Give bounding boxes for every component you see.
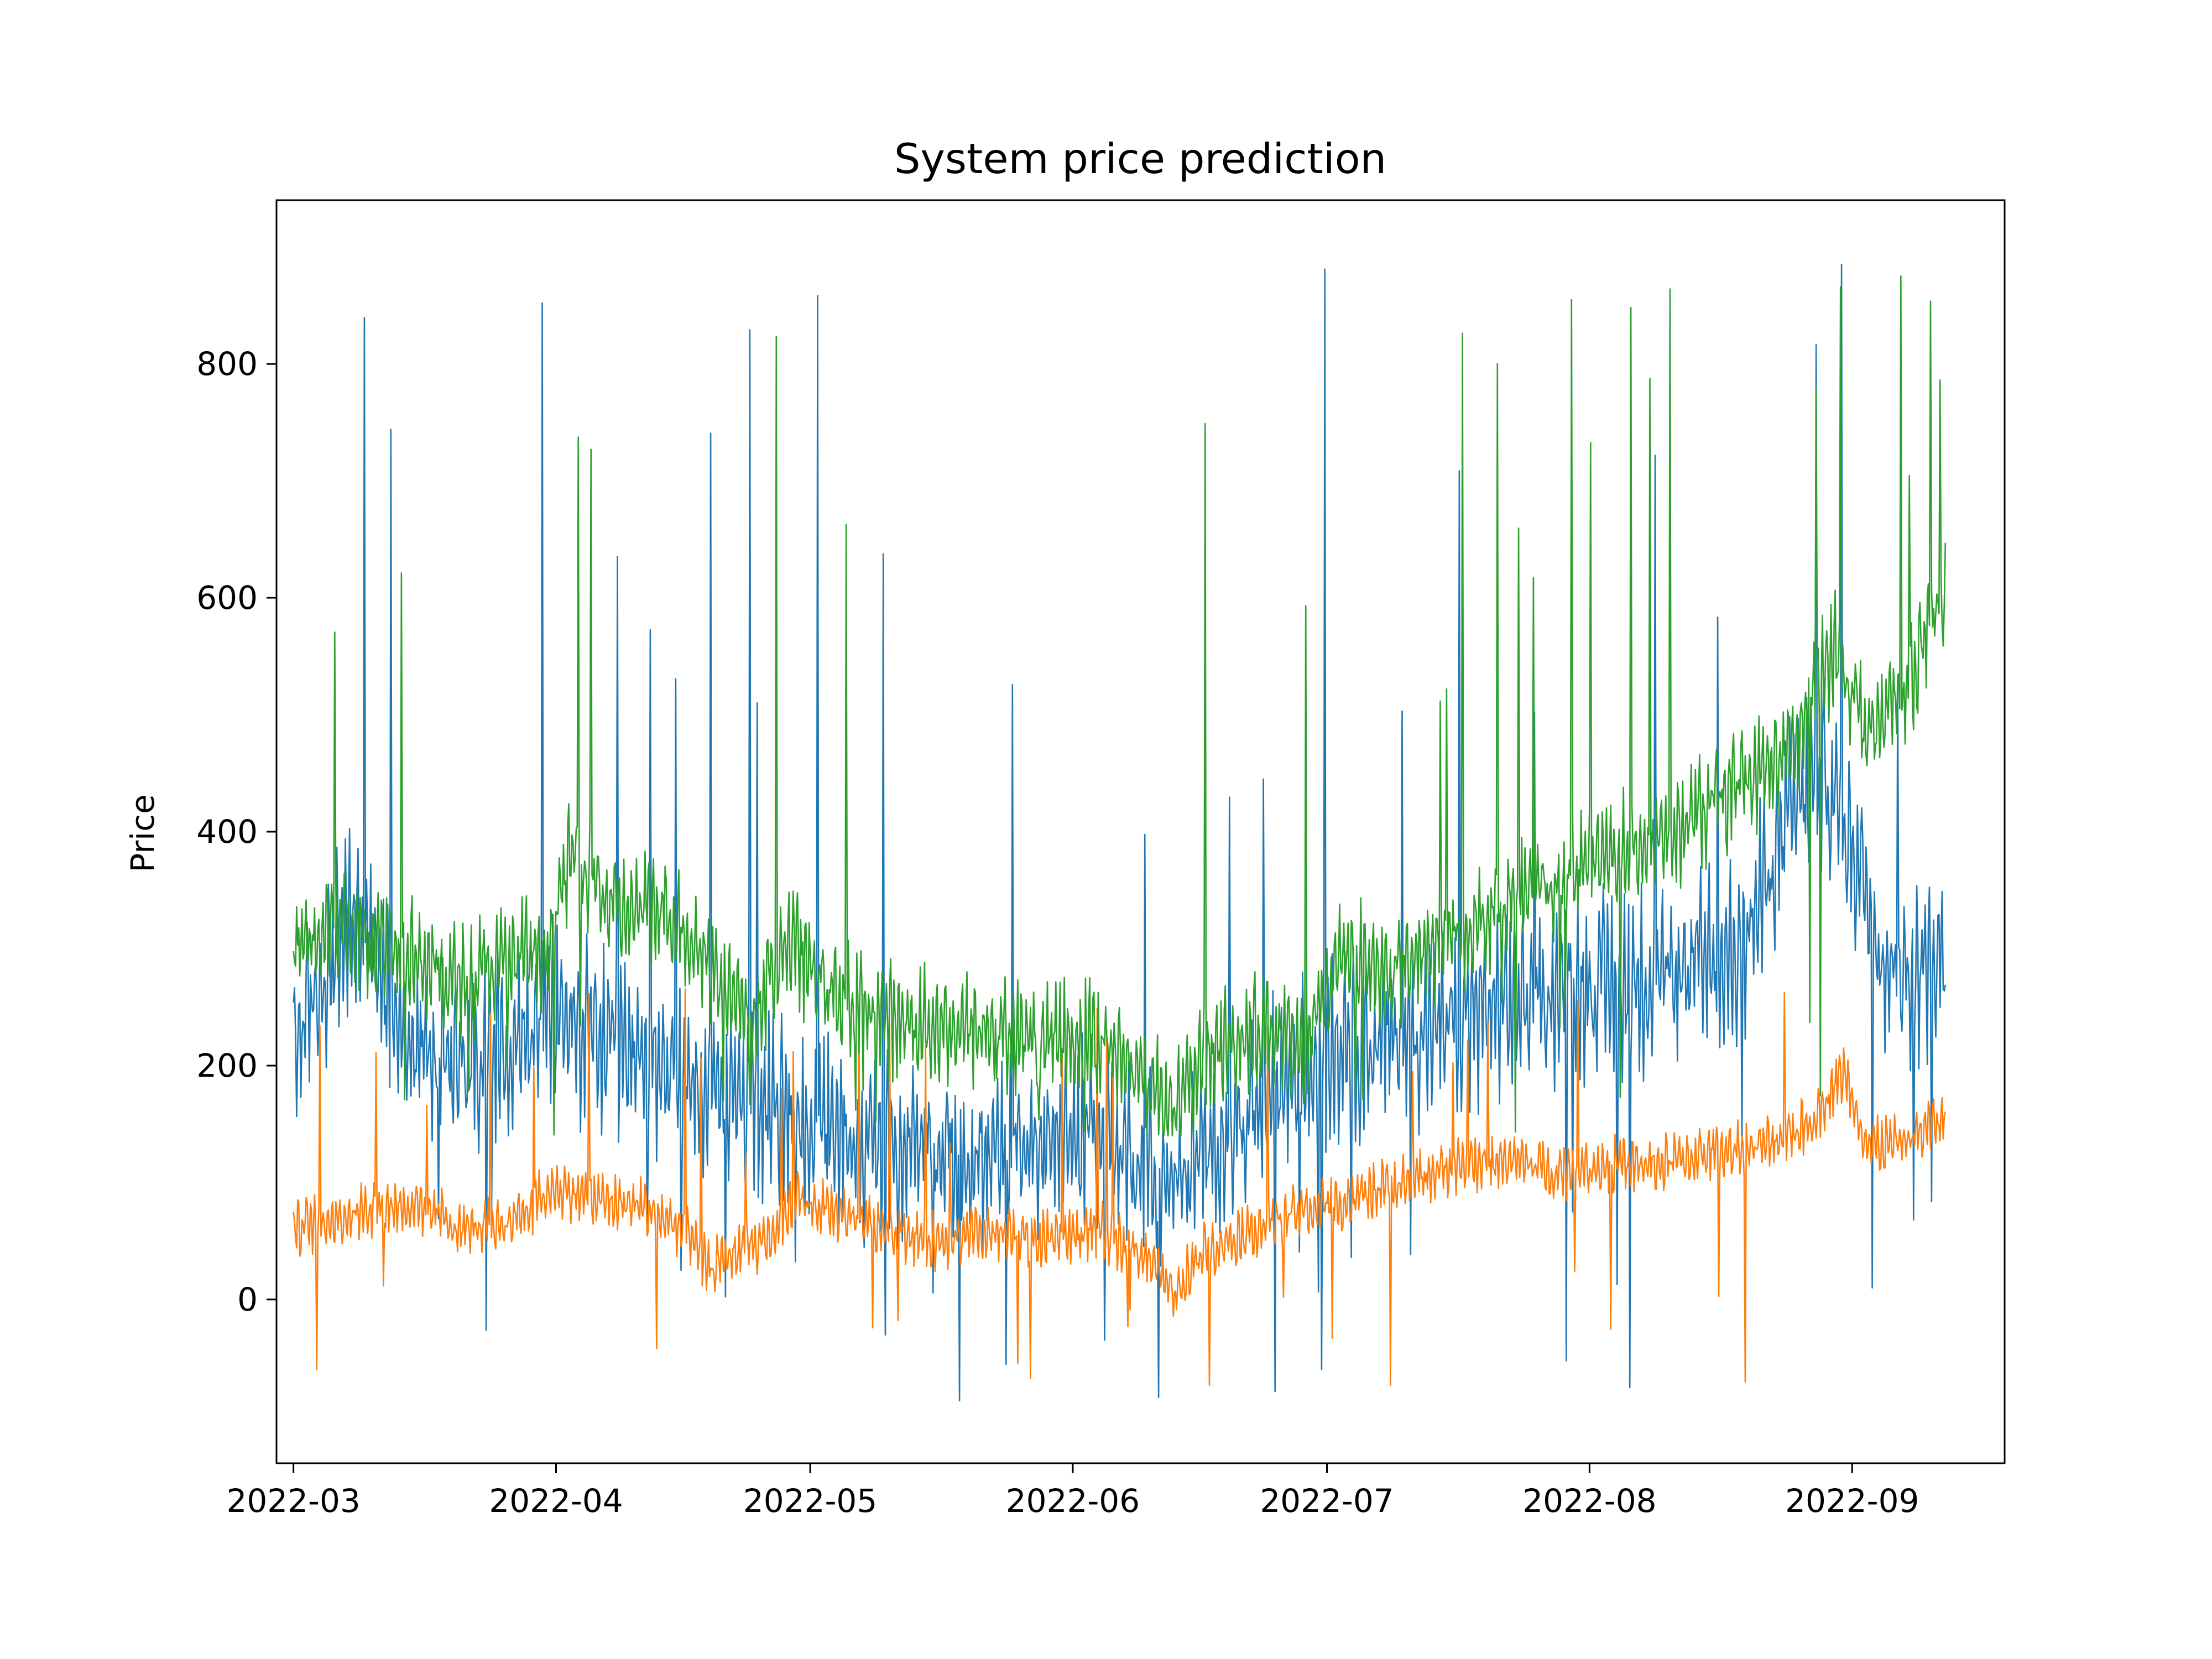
- x-tick-label: 2022-07: [1260, 1482, 1394, 1520]
- y-axis-label: Price: [124, 794, 161, 873]
- x-tick-label: 2022-08: [1522, 1482, 1656, 1520]
- y-tick-label: 400: [196, 813, 258, 851]
- x-tick-label: 2022-09: [1785, 1482, 1919, 1520]
- x-tick-label: 2022-05: [743, 1482, 877, 1520]
- series-line-3: [293, 275, 1947, 1137]
- plot-frame: [275, 199, 2006, 1464]
- y-tick-label: 800: [196, 345, 258, 383]
- series-line-2: [293, 988, 1947, 1386]
- x-tick-label: 2022-06: [1006, 1482, 1140, 1520]
- x-tick-label: 2022-03: [226, 1482, 360, 1520]
- x-axis: 2022-03 2022-04 2022-05 2022-06 2022-07 2022-…: [226, 1463, 1919, 1520]
- x-tick-label: 2022-04: [489, 1482, 623, 1520]
- y-tick-label: 200: [196, 1047, 258, 1084]
- series-layer: [293, 264, 1947, 1402]
- series-line-1: [293, 264, 1947, 1402]
- y-axis: 0 200 400 600 800: [196, 345, 276, 1318]
- y-tick-label: 0: [237, 1281, 258, 1318]
- chart-title: System price prediction: [894, 134, 1386, 183]
- y-tick-label: 600: [196, 579, 258, 617]
